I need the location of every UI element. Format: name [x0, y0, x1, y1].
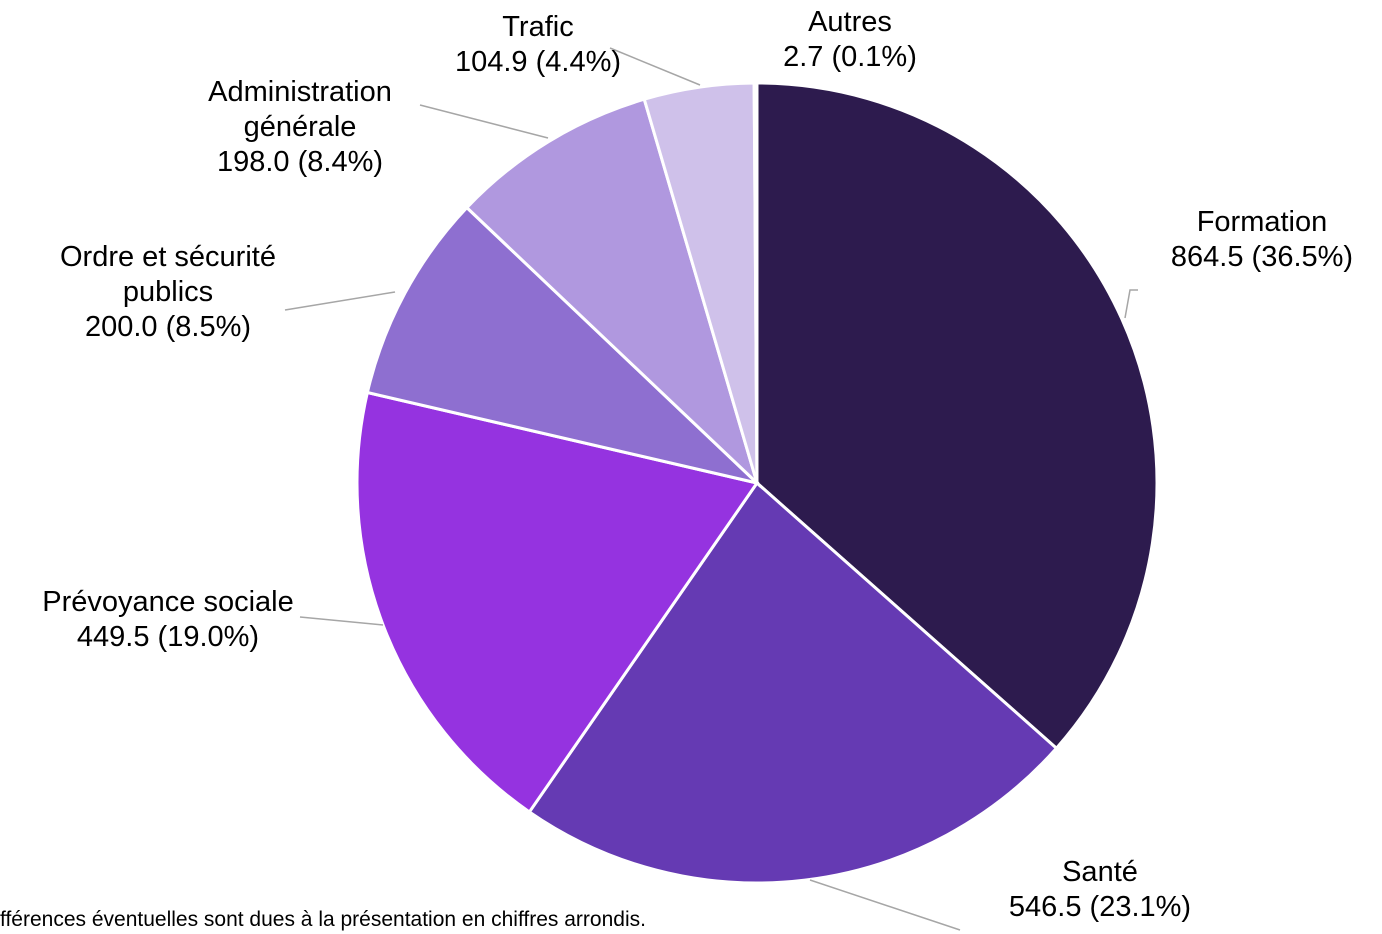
pie-slice	[755, 81, 1159, 751]
category-label: Santé	[1062, 856, 1138, 888]
value-label: 864.5 (36.5%)	[1170, 241, 1354, 273]
category-label: Ordre et sécurité publics	[60, 241, 276, 308]
slice-label: Administration générale 198.0 (8.4%)	[193, 75, 408, 180]
pie-slice	[464, 97, 761, 488]
slice-label: Autres 2.7 (0.1%)	[725, 5, 975, 75]
value-label: 200.0 (8.5%)	[84, 311, 252, 343]
category-label: Autres	[808, 6, 892, 38]
value-label: 546.5 (23.1%)	[1008, 891, 1192, 923]
value-label: 449.5 (19.0%)	[76, 621, 260, 653]
slice-label: Formation 864.5 (36.5%)	[1132, 205, 1382, 275]
leader-line	[809, 879, 961, 931]
category-label: Formation	[1196, 206, 1328, 238]
value-label: 198.0 (8.4%)	[216, 146, 384, 178]
value-label: 104.9 (4.4%)	[454, 46, 622, 78]
slice-label: Trafic 104.9 (4.4%)	[438, 10, 638, 80]
value-label: 2.7 (0.1%)	[783, 41, 917, 73]
leader-line	[609, 47, 701, 86]
slice-label: Prévoyance sociale 449.5 (19.0%)	[0, 585, 338, 655]
leader-line	[419, 104, 549, 139]
category-label: Administration générale	[208, 76, 392, 143]
leader-line	[299, 616, 384, 626]
category-label: Trafic	[502, 11, 574, 43]
slice-label: Santé 546.5 (23.1%)	[970, 855, 1230, 925]
leader-line	[1124, 289, 1138, 319]
pie-slice	[752, 81, 759, 484]
pie-slice	[355, 390, 760, 815]
footnote: fférences éventuelles sont dues à la pré…	[0, 908, 646, 931]
leader-line	[284, 291, 396, 311]
category-label: Prévoyance sociale	[42, 586, 294, 618]
slice-label: Ordre et sécurité publics 200.0 (8.5%)	[56, 240, 281, 345]
pie-slice	[365, 205, 763, 486]
pie-slice	[527, 480, 1059, 885]
